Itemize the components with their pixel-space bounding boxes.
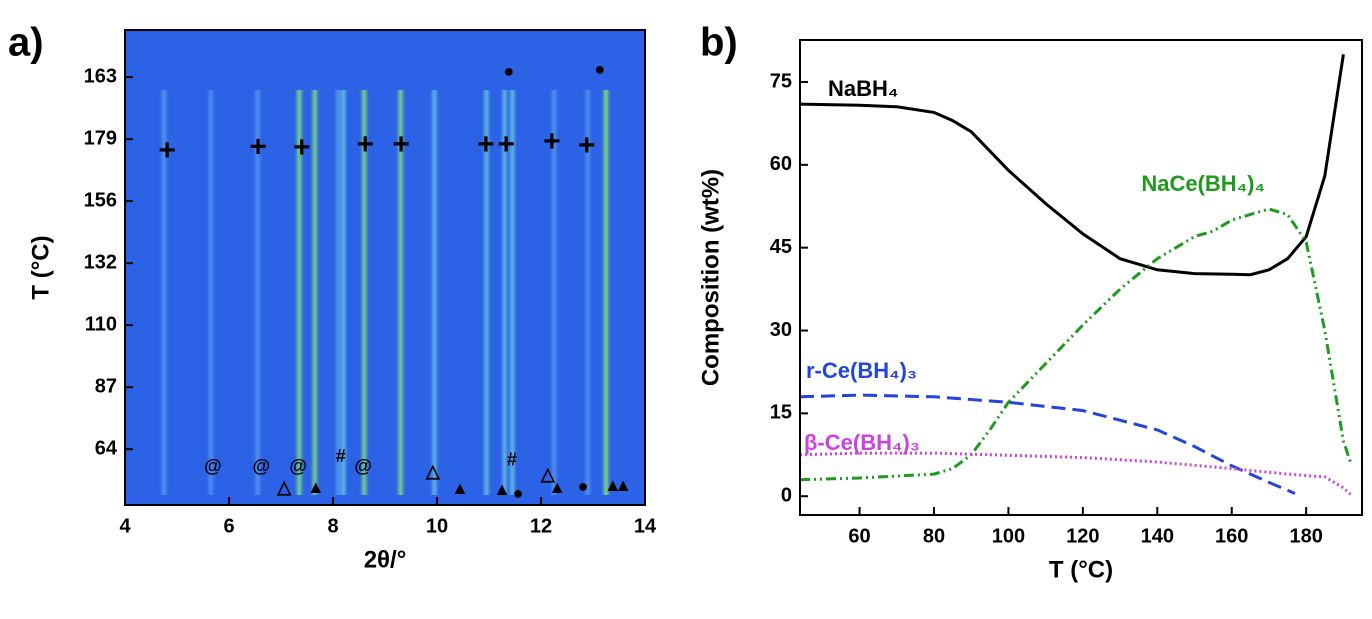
phase-marker: + (578, 129, 596, 162)
plot-frame (799, 39, 1363, 516)
panel-label: b) (700, 21, 738, 65)
y-tick-label: 0 (781, 485, 792, 507)
phase-marker: @ (204, 456, 222, 476)
series-label: r-Ce(BH₄)₃ (806, 358, 917, 383)
peak-streak (585, 90, 590, 495)
peak-streak (432, 90, 437, 495)
phase-marker: ● (578, 476, 589, 496)
plot-frame (124, 29, 646, 506)
phase-marker: + (249, 130, 267, 163)
series-label: β-Ce(BH₄)₃ (804, 430, 920, 455)
x-tick-label: 6 (223, 515, 234, 537)
panel-label: a) (8, 21, 44, 65)
phase-marker: + (293, 131, 311, 164)
y-tick-label: 60 (770, 153, 792, 175)
peak-streak (162, 90, 166, 495)
x-tick-label: 80 (923, 525, 945, 547)
y-tick-label: 64 (95, 437, 118, 459)
y-axis-label: T (°C) (27, 235, 54, 299)
phase-marker: ▲ (493, 479, 511, 499)
y-axis-label: Composition (wt%) (697, 169, 724, 386)
peak-streak (484, 90, 489, 495)
peak-streak (502, 90, 507, 495)
phase-marker: ▲ (614, 475, 632, 495)
y-tick-label: 30 (770, 319, 792, 341)
peak-streak (255, 90, 260, 495)
phase-marker: ▲ (451, 478, 469, 498)
x-tick-label: 14 (634, 515, 657, 537)
phase-marker: @ (354, 456, 372, 476)
phase-marker: + (477, 128, 495, 161)
phase-marker: △ (425, 461, 441, 481)
peak-streak (297, 90, 302, 495)
phase-marker: # (336, 446, 346, 466)
y-tick-label: 87 (95, 375, 117, 397)
x-tick-label: 100 (992, 525, 1025, 547)
peak-streak (604, 90, 608, 495)
phase-marker: △ (540, 464, 556, 484)
phase-marker: ● (503, 61, 514, 81)
peak-streak (341, 90, 346, 495)
series-line (799, 207, 1353, 482)
y-tick-label: 45 (770, 236, 792, 258)
phase-marker: △ (276, 477, 292, 497)
phase-marker: @ (252, 456, 270, 476)
x-axis-label: T (°C) (1049, 556, 1113, 583)
x-tick-label: 180 (1289, 525, 1322, 547)
y-tick-label: 110 (85, 313, 117, 335)
phase-marker: + (543, 125, 561, 158)
phase-marker: @ (289, 456, 307, 476)
x-axis-label: 2θ/° (364, 546, 407, 573)
peak-streak (312, 90, 317, 495)
phase-marker: + (392, 128, 410, 161)
phase-marker: ▲ (307, 477, 325, 497)
x-tick-label: 160 (1215, 525, 1248, 547)
series-line (799, 54, 1345, 277)
phase-marker: ● (513, 483, 524, 503)
peak-streak (208, 90, 213, 495)
phase-marker: + (158, 134, 176, 167)
y-tick-label: 156 (84, 189, 117, 211)
phase-marker: ▲ (604, 475, 622, 495)
series-label: NaCe(BH₄)₄ (1141, 171, 1265, 196)
y-tick-label: 75 (770, 70, 792, 92)
x-tick-label: 120 (1066, 525, 1099, 547)
series-line (799, 393, 1296, 495)
heatmap-background (125, 30, 645, 505)
peak-streak (336, 90, 341, 495)
series-line (799, 451, 1352, 496)
y-tick-label: 179 (84, 127, 117, 149)
x-tick-label: 8 (327, 515, 338, 537)
y-tick-label: 15 (770, 402, 792, 424)
x-tick-label: 12 (530, 515, 552, 537)
phase-marker: + (497, 128, 515, 161)
phase-marker: # (507, 450, 517, 470)
peak-streak (510, 90, 515, 495)
x-tick-label: 10 (426, 515, 448, 537)
x-tick-label: 140 (1141, 525, 1174, 547)
peak-streak (552, 90, 556, 495)
x-tick-label: 4 (119, 515, 131, 537)
phase-marker: ● (594, 59, 605, 79)
phase-marker: ▲ (548, 477, 566, 497)
x-tick-label: 60 (848, 525, 870, 547)
series-label: NaBH₄ (828, 76, 898, 101)
peak-streak (362, 90, 367, 495)
y-tick-label: 163 (84, 65, 117, 87)
peak-streak (398, 90, 403, 495)
phase-marker: + (356, 128, 374, 161)
y-tick-label: 132 (84, 251, 117, 273)
